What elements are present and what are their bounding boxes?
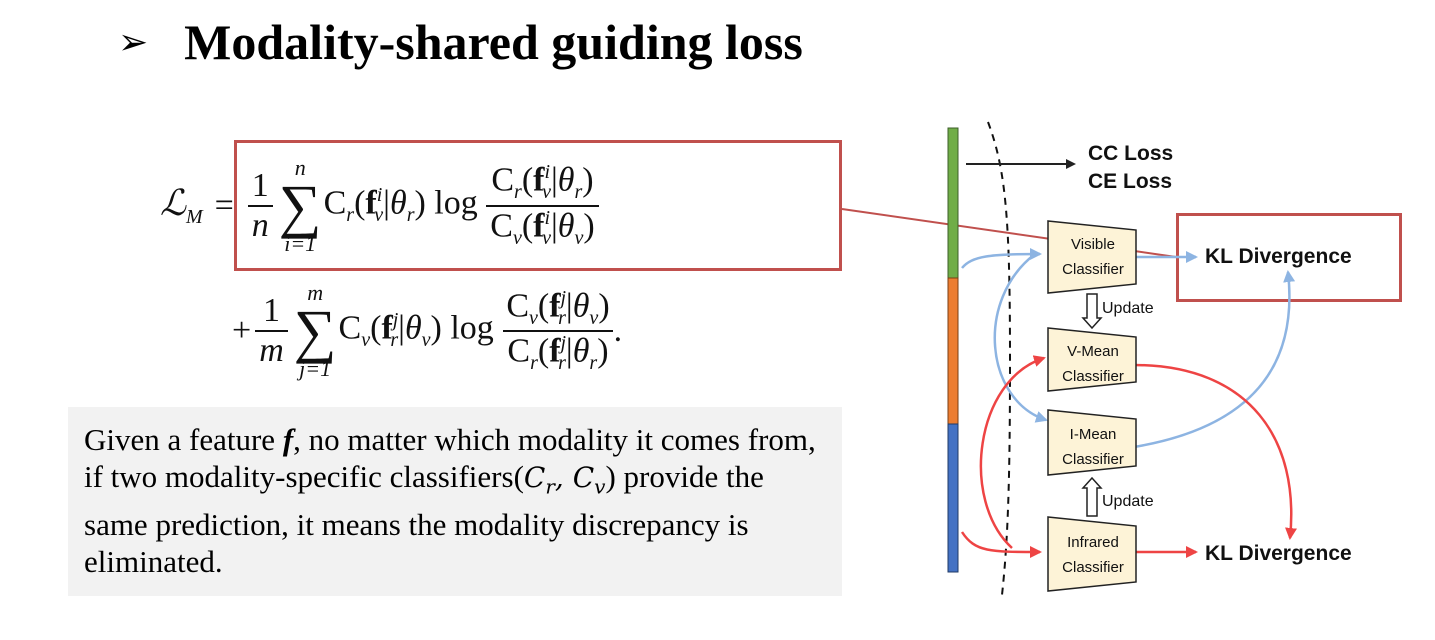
update-top-label: Update — [1102, 300, 1154, 317]
sum-i: n ∑ i=1 — [278, 154, 322, 256]
formula-line-1: ℒM = 1 n n ∑ i=1 Cr(fiv|θr) log Cr(fiv|θ… — [160, 140, 599, 271]
classifier-symbols: Cr, Cv — [523, 461, 606, 499]
visible-classifier-label-1: Visible — [1071, 236, 1115, 253]
equals-sign: = — [214, 186, 234, 224]
infrared-classifier — [1047, 516, 1137, 592]
vmean-classifier-label-1: V-Mean — [1067, 343, 1119, 360]
update-arrow-down — [1081, 293, 1103, 330]
cc-loss-label: CC Loss — [1088, 142, 1173, 165]
term-1-prefix: Cr(fiv|θr) log — [323, 183, 487, 227]
blue-arrow-imean-to-kl — [1133, 270, 1296, 449]
infrared-classifier-label-1: Infrared — [1067, 534, 1119, 551]
slide-title: ➢ Modality-shared guiding loss — [118, 10, 803, 74]
feature-bar-green — [947, 127, 959, 279]
sum-j: m ∑ j=1 — [293, 280, 337, 381]
term-2-prefix: Cv(fjr|θv) log — [338, 309, 503, 352]
feature-bar-orange — [947, 277, 959, 425]
kl-divergence-bottom-label: KL Divergence — [1205, 542, 1352, 565]
ce-loss-label: CE Loss — [1088, 170, 1172, 193]
formula-period: . — [613, 312, 623, 349]
loss-symbol: ℒM — [160, 182, 203, 229]
red-arrow-vmean-to-kl — [1133, 363, 1297, 540]
ratio-1: Cr(fiv|θr) Cv(fiv|θv) — [486, 161, 599, 249]
visible-classifier — [1047, 220, 1137, 294]
arrow-bullet-icon: ➢ — [118, 22, 149, 62]
feature-symbol: f — [282, 422, 294, 457]
infrared-classifier-label-2: Classifier — [1062, 559, 1124, 576]
ratio-2: Cv(fjr|θv) Cr(fjr|θr) — [502, 287, 613, 375]
update-bottom-label: Update — [1102, 493, 1154, 510]
red-arrow-to-vmean — [979, 355, 1046, 549]
formula-line-2: + 1 m m ∑ j=1 Cv(fjr|θv) log Cv(fjr|θv) … — [232, 272, 622, 390]
update-arrow-up — [1081, 476, 1103, 517]
vmean-classifier — [1047, 327, 1137, 392]
imean-classifier-label-1: I-Mean — [1070, 426, 1117, 443]
description-box: Given a feature f, no matter which modal… — [68, 407, 842, 596]
description-text-1: Given a feature — [84, 422, 283, 457]
one-over-n: 1 n — [247, 167, 273, 245]
one-over-m: 1 m — [255, 292, 288, 370]
description-text-2: , no matter which modality it comes from… — [84, 422, 816, 494]
plus-sign: + — [232, 312, 252, 349]
blue-arrow-to-imean — [993, 253, 1048, 423]
imean-classifier — [1047, 409, 1137, 476]
dashed-separator — [987, 121, 1012, 596]
formula: ℒM = 1 n n ∑ i=1 Cr(fiv|θr) log Cr(fiv|θ… — [160, 140, 599, 271]
kl-divergence-top-label: KL Divergence — [1205, 245, 1352, 268]
slide-title-text: Modality-shared guiding loss — [184, 14, 803, 70]
blue-arrow-to-visible — [961, 248, 1042, 269]
visible-classifier-label-2: Classifier — [1062, 261, 1124, 278]
description-text-3: ) provide the same prediction, it means … — [84, 459, 764, 579]
imean-classifier-label-2: Classifier — [1062, 451, 1124, 468]
feature-bar-blue — [947, 423, 959, 573]
vmean-classifier-label-2: Classifier — [1062, 368, 1124, 385]
equation-highlight-box — [234, 140, 842, 271]
red-arrow-to-infrared — [960, 531, 1042, 558]
